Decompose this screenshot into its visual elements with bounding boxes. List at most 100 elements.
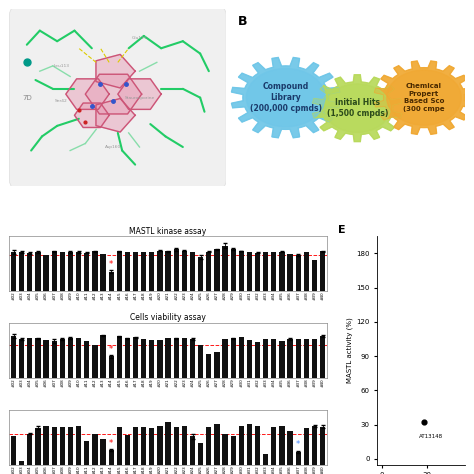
Bar xyxy=(141,339,146,378)
Polygon shape xyxy=(118,79,161,109)
Bar xyxy=(222,434,228,465)
Bar xyxy=(239,251,244,291)
Text: Compound
Library
(200,000 cpmds): Compound Library (200,000 cpmds) xyxy=(250,82,322,113)
Bar xyxy=(304,428,309,465)
Bar xyxy=(92,345,98,378)
Bar xyxy=(52,427,57,465)
Bar xyxy=(11,252,16,291)
Bar xyxy=(198,443,203,465)
Bar xyxy=(141,252,146,291)
Bar xyxy=(35,428,41,465)
Bar xyxy=(44,426,49,465)
Bar xyxy=(190,339,195,378)
Circle shape xyxy=(324,84,390,133)
Text: B: B xyxy=(238,15,247,28)
Bar xyxy=(296,452,301,465)
Bar xyxy=(157,251,163,291)
Text: *: * xyxy=(109,439,113,448)
Bar xyxy=(279,341,284,378)
Bar xyxy=(149,428,155,465)
Bar xyxy=(304,252,309,291)
Bar xyxy=(165,422,171,465)
Polygon shape xyxy=(85,74,142,114)
Text: Leu113: Leu113 xyxy=(54,64,70,68)
Bar xyxy=(312,426,317,465)
Bar xyxy=(222,339,228,378)
Bar xyxy=(247,340,252,378)
Bar xyxy=(255,253,260,291)
Bar xyxy=(247,252,252,291)
Bar xyxy=(117,252,122,291)
Bar xyxy=(214,424,219,465)
Bar xyxy=(214,352,219,378)
Bar xyxy=(239,337,244,378)
Bar xyxy=(19,461,24,465)
Bar xyxy=(84,341,90,378)
Bar xyxy=(230,436,236,465)
Bar xyxy=(271,427,276,465)
Polygon shape xyxy=(312,75,402,142)
Bar xyxy=(312,260,317,291)
Bar xyxy=(182,426,187,465)
Bar xyxy=(84,253,90,291)
Text: Chemical
Propert
Based Sco
(300 cmpe: Chemical Propert Based Sco (300 cmpe xyxy=(403,83,445,112)
Bar xyxy=(125,435,130,465)
Bar xyxy=(230,249,236,291)
Bar xyxy=(279,426,284,465)
Bar xyxy=(255,342,260,378)
Bar xyxy=(198,345,203,378)
Bar xyxy=(60,339,65,378)
Bar xyxy=(68,427,73,465)
Bar xyxy=(320,336,325,378)
Bar xyxy=(206,427,211,465)
Bar xyxy=(271,252,276,291)
Bar xyxy=(206,354,211,378)
Y-axis label: MASTL activity (%): MASTL activity (%) xyxy=(347,318,353,383)
Bar xyxy=(296,255,301,291)
Bar xyxy=(320,252,325,291)
Bar xyxy=(52,252,57,291)
Bar xyxy=(149,252,155,291)
Text: Ser42: Ser42 xyxy=(55,99,68,103)
Bar xyxy=(173,249,179,291)
FancyBboxPatch shape xyxy=(9,6,226,189)
Bar xyxy=(263,252,268,291)
Text: Glu111: Glu111 xyxy=(132,36,147,40)
Circle shape xyxy=(246,68,325,127)
Polygon shape xyxy=(374,61,474,134)
Bar xyxy=(125,338,130,378)
Bar xyxy=(222,246,228,291)
Bar xyxy=(263,454,268,465)
Bar xyxy=(173,338,179,378)
Bar xyxy=(182,251,187,291)
Bar xyxy=(92,434,98,465)
Polygon shape xyxy=(96,99,135,132)
Bar xyxy=(11,336,16,378)
Text: E: E xyxy=(338,225,346,235)
Text: Initial Hits
(1,500 cmpds): Initial Hits (1,500 cmpds) xyxy=(327,98,388,118)
Bar xyxy=(44,340,49,378)
Bar xyxy=(239,426,244,465)
Bar xyxy=(165,338,171,378)
Title: Cells viability assay: Cells viability assay xyxy=(130,313,206,322)
Bar xyxy=(190,252,195,291)
Bar xyxy=(60,427,65,465)
Bar xyxy=(84,441,90,465)
Bar xyxy=(320,427,325,465)
Bar xyxy=(165,252,171,291)
Bar xyxy=(117,336,122,378)
Text: Staurosporine: Staurosporine xyxy=(124,96,155,100)
Bar xyxy=(11,436,16,465)
Bar xyxy=(149,340,155,378)
Bar xyxy=(27,434,32,465)
Bar xyxy=(100,254,106,291)
Bar xyxy=(100,438,106,465)
Bar xyxy=(35,338,41,378)
Bar xyxy=(206,252,211,291)
Bar xyxy=(214,249,219,291)
Polygon shape xyxy=(96,55,135,88)
Bar xyxy=(230,338,236,378)
Bar xyxy=(263,339,268,378)
Text: *: * xyxy=(296,440,301,449)
Bar xyxy=(173,427,179,465)
